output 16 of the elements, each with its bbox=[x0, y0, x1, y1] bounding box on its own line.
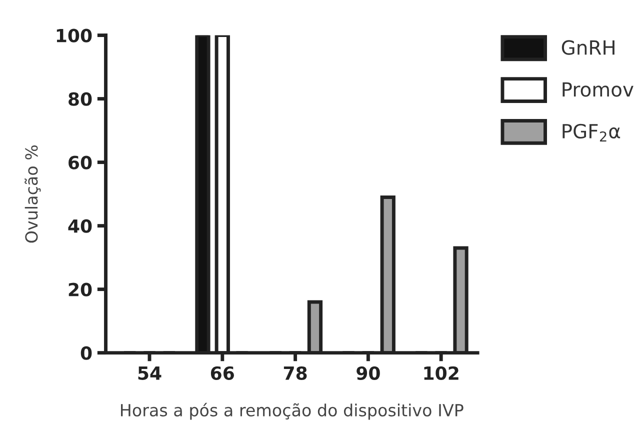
y-tick-label: 60 bbox=[68, 156, 92, 170]
x-tick-label: 102 bbox=[424, 366, 458, 380]
y-tick-label: 100 bbox=[56, 28, 92, 42]
y-tick-label: 80 bbox=[68, 92, 92, 106]
x-tick-label: 90 bbox=[356, 366, 380, 380]
legend-label: GnRH bbox=[562, 40, 614, 55]
x-axis-title: Horas a pós a remoção do dispositivo IVP bbox=[121, 402, 464, 420]
legend-label: PGF$_{2}$α bbox=[562, 124, 620, 142]
x-tick-label: 66 bbox=[210, 366, 234, 380]
y-axis-title: Ovulação % bbox=[24, 145, 41, 243]
legend-label: Promov bbox=[562, 82, 634, 97]
y-tick-label: 0 bbox=[80, 346, 92, 360]
y-tick-label: 40 bbox=[68, 219, 92, 233]
x-tick-label: 78 bbox=[284, 366, 307, 380]
y-tick-label: 20 bbox=[68, 282, 92, 296]
x-tick-label: 54 bbox=[138, 366, 162, 380]
